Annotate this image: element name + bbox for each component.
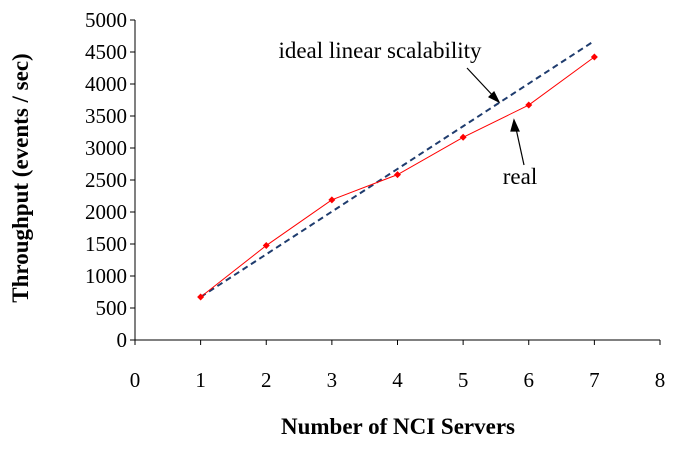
y-tick-label: 2500 <box>85 168 127 192</box>
series-real-point <box>590 53 598 61</box>
arrow-ideal <box>466 67 497 100</box>
y-tick-label: 5000 <box>85 8 127 32</box>
y-axis-label: Throughput (events / sec) <box>8 53 33 302</box>
annotation-arrows <box>466 67 525 166</box>
x-tick-label: 4 <box>392 368 403 392</box>
annotation-ideal: ideal linear scalability <box>278 38 482 63</box>
series-real-point <box>197 293 205 301</box>
y-tick-label: 1500 <box>85 232 127 256</box>
series-real-point <box>459 133 467 141</box>
y-tick-label: 3000 <box>85 136 127 160</box>
series-real-point <box>262 242 270 250</box>
x-tick-label: 3 <box>327 368 338 392</box>
y-tick-label: 4000 <box>85 72 127 96</box>
x-tick-label: 1 <box>195 368 206 392</box>
y-tick-label: 4500 <box>85 40 127 64</box>
annotation-real: real <box>503 164 537 189</box>
y-tick-label: 3500 <box>85 104 127 128</box>
x-tick-label: 6 <box>524 368 535 392</box>
x-axis-label: Number of NCI Servers <box>281 414 515 439</box>
arrow-ideal-head <box>487 90 501 104</box>
y-tick-label: 2000 <box>85 200 127 224</box>
x-tick-label: 5 <box>458 368 469 392</box>
y-tick-label: 500 <box>96 296 128 320</box>
series-real-point <box>328 196 336 204</box>
x-tick-label: 2 <box>261 368 272 392</box>
y-tick-label: 0 <box>117 328 128 352</box>
series-real-point <box>394 171 401 179</box>
arrow-real-head <box>510 118 520 132</box>
x-tick-label: 0 <box>130 368 141 392</box>
series-real-point <box>525 101 533 109</box>
x-tick-label: 8 <box>655 368 666 392</box>
y-tick-label: 1000 <box>85 264 127 288</box>
series-ideal-line <box>200 40 595 298</box>
x-tick-label: 7 <box>589 368 600 392</box>
